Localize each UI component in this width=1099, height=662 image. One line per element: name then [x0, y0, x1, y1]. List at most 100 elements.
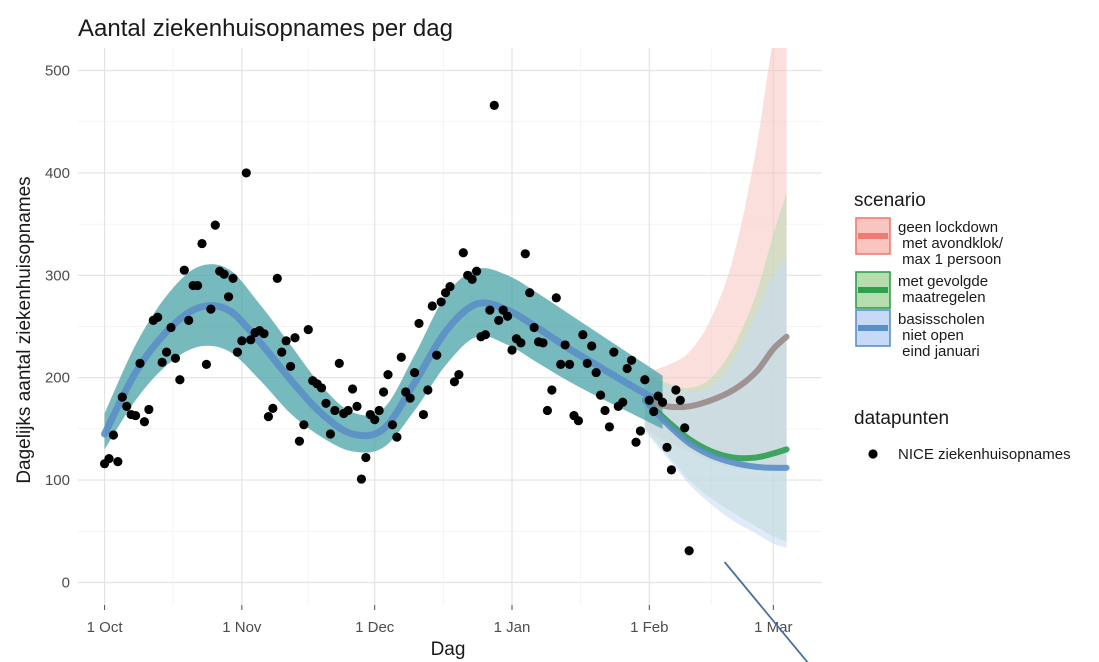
data-point [507, 345, 517, 355]
data-point [626, 355, 637, 365]
scenario-legend-label: basisscholen niet open eind januari [898, 311, 985, 360]
data-point [392, 432, 402, 442]
data-point [153, 312, 163, 322]
data-point [263, 412, 274, 422]
x-tick-label: 1 Nov [222, 619, 262, 636]
data-point [587, 341, 597, 351]
data-point [104, 453, 114, 464]
data-point [657, 397, 668, 407]
data-point [184, 315, 194, 325]
data-point [489, 100, 499, 110]
data-point [325, 429, 336, 439]
data-point [684, 546, 694, 556]
data-point [582, 358, 592, 368]
scenario-legend-title: scenario [854, 190, 926, 211]
data-point [294, 436, 305, 446]
data-point [157, 357, 167, 367]
chart-title: Aantal ziekenhuisopnames per dag [78, 15, 453, 42]
data-point [591, 367, 601, 378]
data-point [201, 359, 212, 369]
data-point [246, 335, 256, 345]
data-point [281, 336, 291, 346]
scenario-line-2 [641, 397, 790, 471]
legend: scenario geen lockdown met avondklok/ ma… [854, 190, 1071, 463]
data-point [219, 269, 229, 279]
data-point [458, 248, 468, 258]
data-point [680, 423, 690, 433]
data-point [520, 249, 530, 259]
data-point [387, 420, 398, 430]
data-point [649, 406, 659, 417]
data-point [467, 274, 477, 285]
data-point [609, 347, 619, 357]
data-point [662, 442, 672, 452]
scenario-legend-label: geen lockdown met avondklok/ max 1 perso… [898, 219, 1004, 268]
data-point [525, 288, 535, 298]
data-point [494, 315, 504, 325]
y-tick-label: 500 [45, 63, 70, 80]
x-tick-label: 1 Feb [630, 619, 668, 636]
data-point [618, 397, 628, 407]
data-point [538, 338, 548, 348]
y-tick-label: 0 [62, 574, 70, 591]
x-tick-label: 1 Jan [494, 619, 531, 636]
data-point [485, 305, 495, 315]
data-point [635, 426, 646, 436]
datapoints-legend-marker [868, 449, 878, 459]
data-point [445, 281, 455, 292]
data-point [640, 375, 650, 385]
data-point [130, 410, 141, 421]
data-point [631, 437, 641, 447]
data-point [516, 338, 526, 348]
data-point [374, 405, 384, 416]
data-point [179, 265, 189, 275]
scenario-legend-item-2: basisscholen niet open eind januari [855, 309, 985, 360]
data-point [113, 457, 123, 467]
scenario-legend-item-1: met gevolgde maatregelen [855, 271, 988, 309]
data-point [316, 383, 327, 393]
data-point [117, 392, 127, 402]
y-axis-title: Dagelijks aantal ziekenhuisopnames [14, 176, 35, 483]
data-point [604, 422, 615, 432]
data-point [285, 361, 296, 372]
data-point [378, 387, 389, 397]
data-point [529, 322, 539, 333]
datapoints-legend-items: NICE ziekenhuisopnames [868, 446, 1071, 463]
scenario-legend-label: met gevolgde maatregelen [898, 273, 988, 306]
plot-area [99, 48, 790, 556]
data-point [644, 395, 654, 405]
confidence-bands [104, 48, 787, 548]
data-point [259, 329, 269, 339]
data-point [414, 318, 424, 329]
data-point [427, 301, 437, 311]
x-axis-title: Dag [431, 639, 466, 660]
x-tick-label: 1 Dec [355, 619, 395, 636]
data-point [418, 409, 429, 420]
data-point [268, 403, 278, 414]
data-point [321, 398, 331, 408]
x-tick-label: 1 Oct [87, 619, 124, 636]
data-point [471, 266, 482, 276]
data-point [303, 324, 313, 335]
fit-lines [101, 299, 790, 471]
data-point [108, 430, 119, 440]
data-point [409, 367, 420, 378]
data-point [290, 333, 300, 343]
fit-line [101, 299, 667, 440]
data-point [560, 340, 570, 350]
data-point [480, 330, 491, 340]
annotation-line [723, 561, 809, 662]
datapoints-legend-item: NICE ziekenhuisopnames [868, 446, 1071, 463]
data-point [197, 238, 207, 249]
data-point [370, 415, 380, 425]
scenario-band-2 [644, 256, 787, 548]
scenario-line-0 [641, 333, 790, 411]
data-point [232, 347, 243, 357]
data-point [449, 377, 460, 387]
data-point [139, 417, 150, 427]
data-point [551, 293, 561, 303]
data-point [299, 420, 309, 430]
data-point [671, 385, 681, 395]
data-point [666, 465, 677, 475]
